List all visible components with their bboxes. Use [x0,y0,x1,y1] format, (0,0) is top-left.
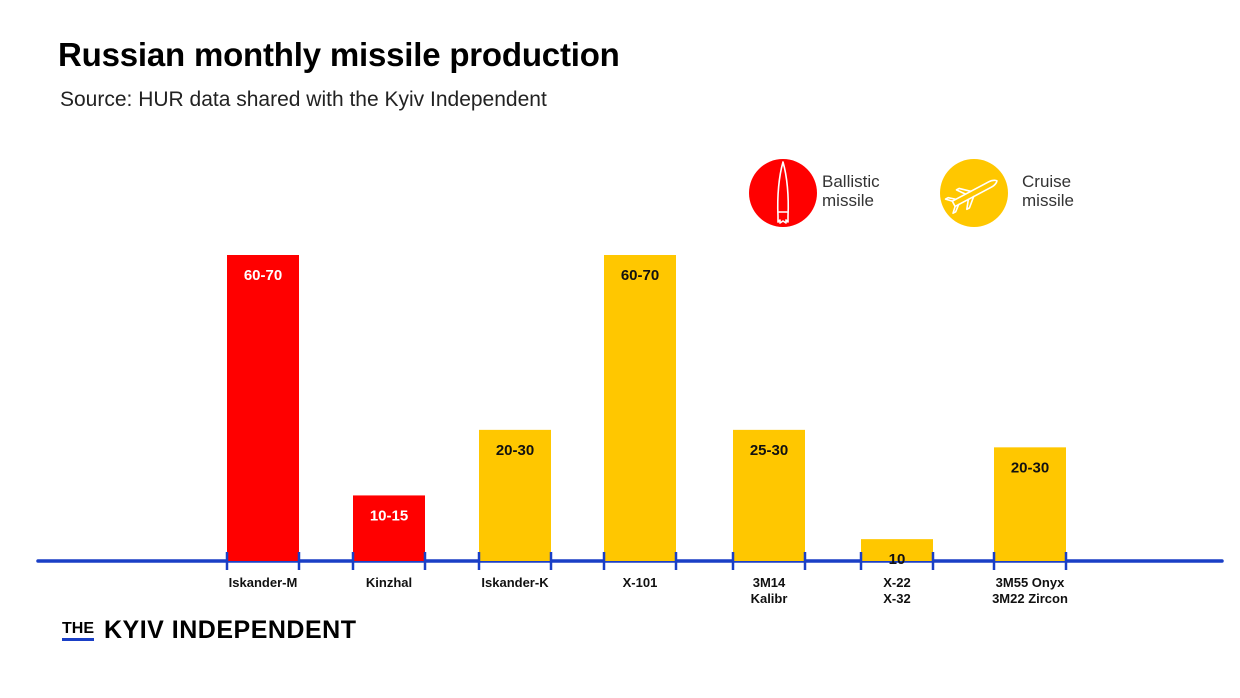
category-label-2: Iskander-K [481,575,549,590]
bar-5 [861,539,933,561]
category-label-5-1: X-32 [883,591,910,606]
cruise-missile-icon [944,179,998,215]
logo-name: KYIV INDEPENDENT [104,616,357,644]
data-label-5: 10 [889,551,906,568]
bar-1 [353,495,425,561]
bar-0 [227,255,299,561]
brand-logo: THE KYIV INDEPENDENT [62,616,356,645]
bar-6 [994,447,1066,561]
data-label-3: 60-70 [621,267,659,284]
data-label-0: 60-70 [244,267,282,284]
legend-label-cruise-0: Cruise [1022,172,1071,191]
legend-swatch-ballistic [749,159,817,227]
bar-3 [604,255,676,561]
category-label-3: X-101 [623,575,658,590]
category-label-6-0: 3M55 Onyx [996,575,1065,590]
legend-label-ballistic-1: missile [822,191,874,210]
logo-the: THE [62,620,94,641]
category-label-6-1: 3M22 Zircon [992,591,1068,606]
category-label-4-0: 3M14 [753,575,786,590]
chart-title: Russian monthly missile production [58,36,620,73]
data-label-2: 20-30 [496,442,534,459]
chart-subtitle: Source: HUR data shared with the Kyiv In… [60,88,547,111]
data-label-1: 10-15 [370,507,408,524]
ballistic-missile-icon [776,161,790,224]
data-label-6: 20-30 [1011,459,1049,476]
legend-swatch-cruise [940,159,1008,227]
bar-4 [733,429,805,561]
legend-label-ballistic-0: Ballistic [822,172,880,191]
category-label-0: Iskander-M [229,575,298,590]
category-label-5-0: X-22 [883,575,910,590]
category-label-1: Kinzhal [366,575,412,590]
category-label-4-1: Kalibr [751,591,788,606]
data-label-4: 25-30 [750,442,788,459]
legend-label-cruise-1: missile [1022,191,1074,210]
bar-2 [479,429,551,561]
